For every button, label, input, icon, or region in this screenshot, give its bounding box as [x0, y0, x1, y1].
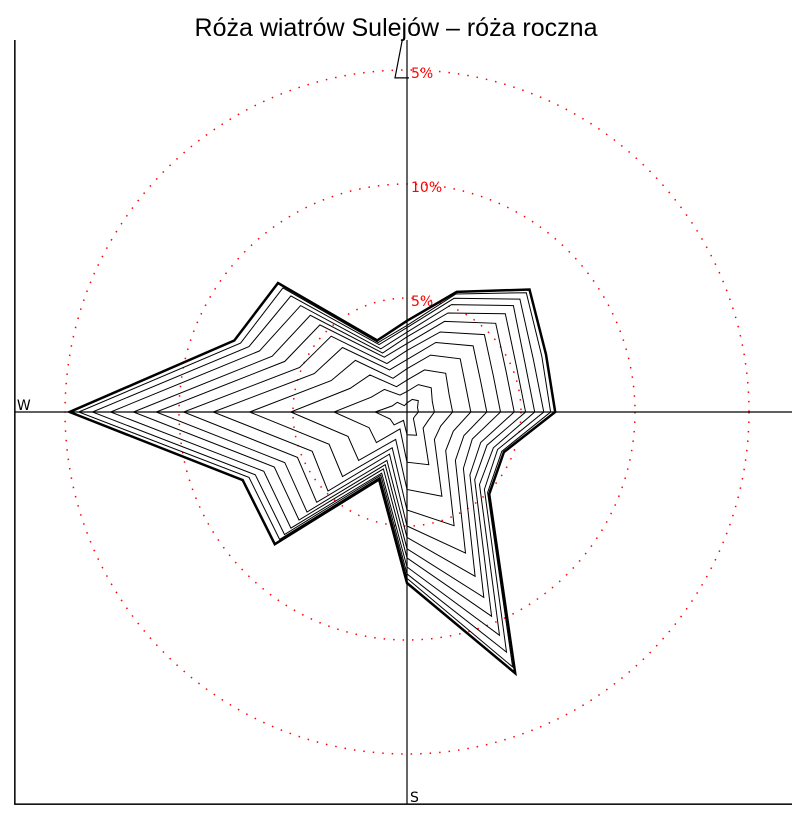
series-polygon-2 — [91, 295, 545, 654]
wind-rose-chart: 5%10%5% NESW — [14, 40, 792, 806]
series-polygon-9 — [289, 369, 454, 497]
series-polygon-4 — [132, 312, 527, 618]
north-arrow-icon — [394, 40, 409, 79]
series-polygon-11 — [373, 398, 419, 436]
series-polygon-5 — [154, 320, 515, 599]
series-polygon-0 — [66, 281, 557, 677]
chart-title: Róża wiatrów Sulejów – róża roczna — [194, 14, 598, 42]
series-polygon-10 — [332, 384, 435, 466]
direction-label-w: W — [17, 398, 31, 414]
series-polygon-1 — [77, 287, 552, 669]
compass-axes — [14, 40, 792, 805]
series-polygon-3 — [109, 304, 536, 637]
direction-label-s: S — [410, 790, 419, 806]
axis-labels: NESW — [17, 398, 419, 806]
ring-label-0: 5% — [411, 294, 433, 310]
series-polygon-6 — [182, 331, 502, 578]
ring-label-2: 5% — [411, 66, 433, 82]
ring-label-1: 10% — [411, 180, 442, 196]
series-polygon-7 — [211, 341, 488, 554]
frequency-series — [66, 281, 557, 677]
series-polygon-8 — [248, 354, 472, 527]
